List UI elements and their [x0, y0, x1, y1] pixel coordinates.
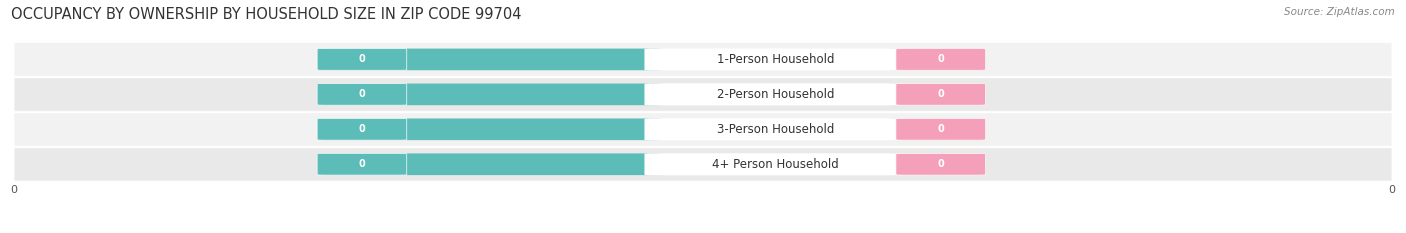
FancyBboxPatch shape	[644, 48, 907, 70]
FancyBboxPatch shape	[889, 154, 986, 175]
Text: 0: 0	[938, 159, 943, 169]
FancyBboxPatch shape	[644, 83, 907, 105]
Text: Source: ZipAtlas.com: Source: ZipAtlas.com	[1284, 7, 1395, 17]
FancyBboxPatch shape	[318, 154, 406, 175]
FancyBboxPatch shape	[889, 83, 986, 105]
FancyBboxPatch shape	[896, 83, 986, 105]
FancyBboxPatch shape	[896, 49, 986, 70]
FancyBboxPatch shape	[889, 118, 986, 140]
FancyBboxPatch shape	[318, 49, 662, 70]
FancyBboxPatch shape	[644, 118, 907, 140]
FancyBboxPatch shape	[14, 43, 1392, 76]
Text: OCCUPANCY BY OWNERSHIP BY HOUSEHOLD SIZE IN ZIP CODE 99704: OCCUPANCY BY OWNERSHIP BY HOUSEHOLD SIZE…	[11, 7, 522, 22]
FancyBboxPatch shape	[896, 118, 986, 140]
Text: 0: 0	[938, 55, 943, 64]
FancyBboxPatch shape	[889, 49, 986, 70]
Text: 0: 0	[359, 55, 366, 64]
FancyBboxPatch shape	[14, 78, 1392, 111]
FancyBboxPatch shape	[896, 154, 986, 175]
Text: 0: 0	[359, 89, 366, 99]
Legend: Owner-occupied, Renter-occupied: Owner-occupied, Renter-occupied	[583, 230, 823, 233]
FancyBboxPatch shape	[318, 154, 662, 175]
Text: 0: 0	[938, 89, 943, 99]
FancyBboxPatch shape	[318, 83, 406, 105]
FancyBboxPatch shape	[318, 118, 406, 140]
Text: 0: 0	[938, 124, 943, 134]
FancyBboxPatch shape	[318, 83, 662, 105]
FancyBboxPatch shape	[644, 153, 907, 175]
Text: 0: 0	[359, 124, 366, 134]
Text: 1-Person Household: 1-Person Household	[717, 53, 834, 66]
Text: 0: 0	[359, 159, 366, 169]
Text: 4+ Person Household: 4+ Person Household	[711, 158, 839, 171]
Text: 3-Person Household: 3-Person Household	[717, 123, 834, 136]
FancyBboxPatch shape	[14, 113, 1392, 146]
FancyBboxPatch shape	[318, 49, 406, 70]
FancyBboxPatch shape	[14, 147, 1392, 181]
Text: 2-Person Household: 2-Person Household	[717, 88, 834, 101]
FancyBboxPatch shape	[318, 118, 662, 140]
